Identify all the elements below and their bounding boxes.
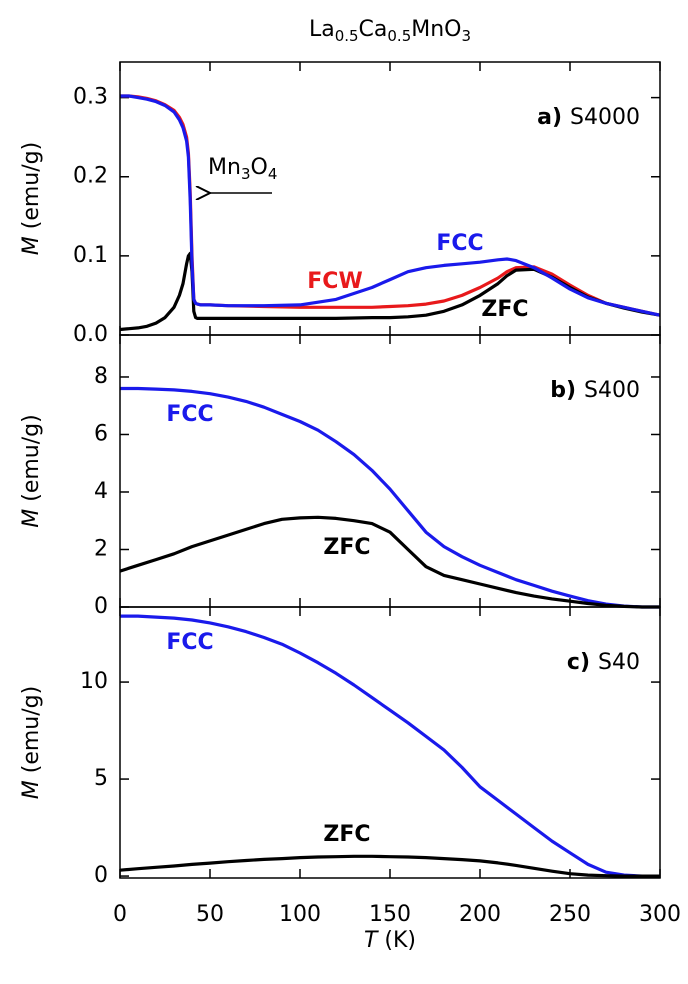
series-label: FCW	[307, 269, 362, 294]
panel: La0.5Ca0.5MnO3 0.0 0.1 0.2 0.3 FCW ZFC FCC a) S40…	[19, 17, 661, 347]
series-label: ZFC	[323, 535, 370, 560]
panel-letter: b)	[550, 378, 576, 403]
panel: 0 2 4 6 8 FCC ZFC b) S400 M (emu/g)	[19, 334, 661, 619]
x-tick-label: 50	[196, 902, 224, 927]
y-axis-label: M (emu/g)	[19, 686, 44, 799]
sample-name: S400	[584, 378, 640, 403]
series-line	[120, 94, 661, 317]
x-tick-label: 200	[459, 902, 501, 927]
y-tick-label: 0.1	[73, 243, 108, 268]
panel-label: a) S4000	[537, 105, 640, 130]
series-line	[120, 386, 660, 609]
series-label: FCC	[166, 630, 213, 655]
x-tick-label: 100	[279, 902, 321, 927]
y-tick-label: 0.3	[73, 85, 108, 110]
x-axis-label: T (K)	[364, 928, 416, 953]
y-tick-label: 0.2	[73, 164, 108, 189]
panel-label: c) S40	[567, 650, 640, 675]
y-axis-label: M (emu/g)	[19, 142, 44, 255]
x-tick-label: 300	[639, 902, 681, 927]
series-label: FCC	[166, 402, 213, 427]
panel-letter: a)	[537, 105, 562, 130]
y-tick-label: 5	[94, 766, 108, 791]
y-tick-label: 2	[94, 536, 108, 561]
series-line	[119, 251, 661, 332]
y-tick-label: 0	[94, 863, 108, 888]
y-tick-label: 10	[80, 669, 108, 694]
panel-letter: c)	[567, 650, 590, 675]
y-tick-label: 0	[94, 594, 108, 619]
series-label: FCC	[436, 231, 483, 256]
panel-label: b) S400	[550, 378, 640, 403]
series-label: ZFC	[323, 822, 370, 847]
x-tick-label: 250	[549, 902, 591, 927]
sample-name: S4000	[570, 105, 640, 130]
annotation: Mn3O4	[208, 155, 277, 183]
y-axis-label: M (emu/g)	[19, 414, 44, 527]
x-tick-label: 150	[369, 902, 411, 927]
y-tick-label: 4	[94, 479, 108, 504]
series-line	[120, 614, 660, 878]
y-tick-label: 6	[94, 421, 108, 446]
x-tick-label: 0	[113, 902, 127, 927]
chart-title: La0.5Ca0.5MnO3	[309, 17, 471, 45]
series-line	[119, 515, 660, 609]
sample-name: S40	[598, 650, 640, 675]
plot-frame	[119, 606, 661, 879]
y-tick-label: 8	[94, 364, 108, 389]
series-label: ZFC	[481, 297, 528, 322]
series-line	[119, 854, 660, 878]
y-tick-label: 0.0	[73, 322, 108, 347]
plot-frame	[119, 334, 661, 608]
